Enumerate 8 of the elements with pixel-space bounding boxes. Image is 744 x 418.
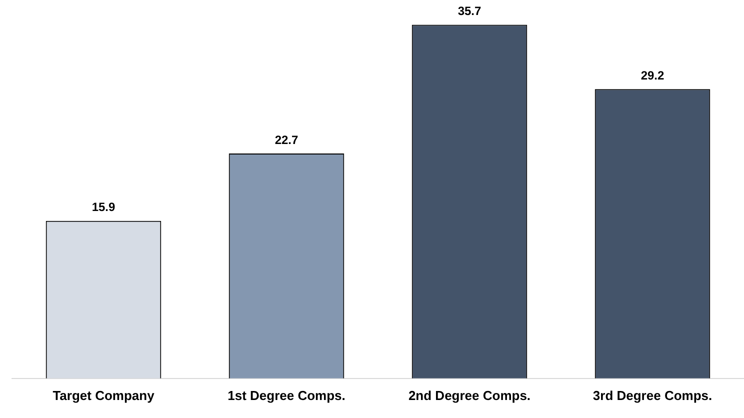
x-tick-label: 2nd Degree Comps. xyxy=(408,388,531,403)
x-tick-label: 3rd Degree Comps. xyxy=(592,388,712,403)
data-label: 35.7 xyxy=(458,4,482,18)
data-label: 29.2 xyxy=(640,68,664,82)
x-tick-label: 1st Degree Comps. xyxy=(228,388,346,403)
data-label: 22.7 xyxy=(274,132,298,147)
x-tick-label: Target Company xyxy=(52,388,156,403)
data-label: 15.9 xyxy=(92,200,116,214)
